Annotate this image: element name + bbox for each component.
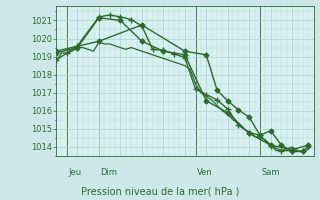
Text: Pression niveau de la mer( hPa ): Pression niveau de la mer( hPa )	[81, 186, 239, 196]
Text: Dim: Dim	[100, 168, 117, 177]
Text: Ven: Ven	[197, 168, 213, 177]
Text: Jeu: Jeu	[68, 168, 82, 177]
Text: Sam: Sam	[261, 168, 280, 177]
